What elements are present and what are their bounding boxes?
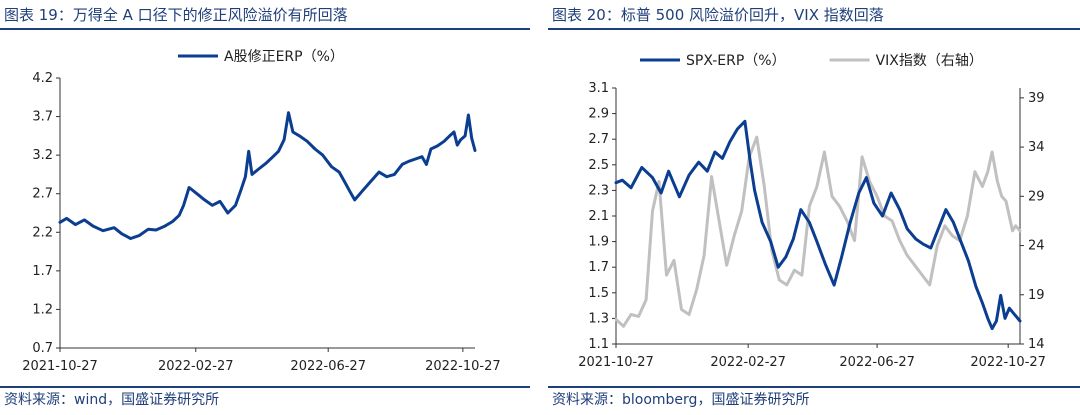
- y-tick-label: 2.5: [588, 158, 609, 173]
- spx-erp-vix-chart: 1.1 1.3 1.5 1.7 1.9 2.1 2.3 2.5 2.7 2.9 3.1 14 19 24 2…: [578, 53, 1046, 370]
- y-tick-label: 2.3: [588, 183, 609, 198]
- y2-tick-label: 29: [1028, 189, 1045, 204]
- y2-tick-label: 14: [1028, 337, 1045, 352]
- erp-chart-left: 0.7 1.2 1.7 2.2 2.7 3.2 3.7 4.2 2021-10-27 2022-0…: [22, 49, 501, 374]
- chart-panel-left: 图表 19：万得全 A 口径下的修正风险溢价有所回落 0.7 1.2 1.7 2.2 2…: [0, 0, 530, 415]
- y-tick-label: 1.9: [588, 235, 609, 250]
- y2-tick-label: 39: [1028, 91, 1045, 106]
- x-tick-label: 2021-10-27: [578, 355, 654, 370]
- chart-title: 图表 20：标普 500 风险溢价回升，VIX 指数回落: [552, 6, 884, 24]
- source-note: 资料来源：wind，国盛证券研究所: [4, 392, 220, 408]
- x-tick-label: 2022-02-27: [158, 359, 234, 374]
- y-tick-label: 3.7: [32, 110, 53, 125]
- y2-tick-label: 19: [1028, 288, 1045, 303]
- y-tick-label: 1.2: [32, 302, 53, 317]
- chart-panel-right: 图表 20：标普 500 风险溢价回升，VIX 指数回落 1.1 1.3 1.5 1.…: [548, 0, 1080, 415]
- chart-title: 图表 19：万得全 A 口径下的修正风险溢价有所回落: [4, 6, 348, 24]
- legend-label: A股修正ERP（%）: [224, 49, 344, 65]
- title-divider: [548, 28, 1080, 30]
- y2-tick-label: 24: [1028, 239, 1045, 254]
- y-tick-label: 4.2: [32, 71, 53, 86]
- y-tick-label: 2.7: [588, 132, 609, 147]
- y-tick-label: 2.9: [588, 107, 609, 122]
- x-tick-label: 2022-02-27: [710, 355, 786, 370]
- legend-label: VIX指数（右轴）: [876, 53, 983, 69]
- title-divider: [0, 28, 530, 30]
- y-tick-label: 2.7: [32, 187, 53, 202]
- y-tick-label: 1.7: [32, 264, 53, 279]
- y-tick-label: 2.2: [32, 225, 53, 240]
- source-divider: [0, 386, 530, 388]
- y-tick-label: 0.7: [32, 341, 53, 356]
- y-tick-label: 2.1: [588, 209, 609, 224]
- source-divider: [548, 386, 1080, 388]
- x-tick-label: 2022-10-27: [970, 355, 1046, 370]
- y-tick-label: 1.3: [588, 311, 609, 326]
- y-tick-label: 3.2: [32, 148, 53, 163]
- series-line-erp: [614, 119, 1022, 331]
- y2-tick-label: 34: [1028, 140, 1045, 155]
- y-tick-label: 1.7: [588, 260, 609, 275]
- y-tick-label: 1.5: [588, 286, 609, 301]
- source-note: 资料来源：bloomberg，国盛证券研究所: [552, 392, 810, 408]
- x-tick-label: 2022-10-27: [425, 359, 501, 374]
- x-tick-label: 2022-06-27: [839, 355, 915, 370]
- y-tick-label: 3.1: [588, 81, 609, 96]
- series-line-erp: [58, 111, 477, 240]
- y-tick-label: 1.1: [588, 337, 609, 352]
- legend-label: SPX-ERP（%）: [686, 53, 786, 69]
- series-line-vix: [614, 135, 1022, 328]
- x-tick-label: 2022-06-27: [290, 359, 366, 374]
- x-tick-label: 2021-10-27: [22, 359, 98, 374]
